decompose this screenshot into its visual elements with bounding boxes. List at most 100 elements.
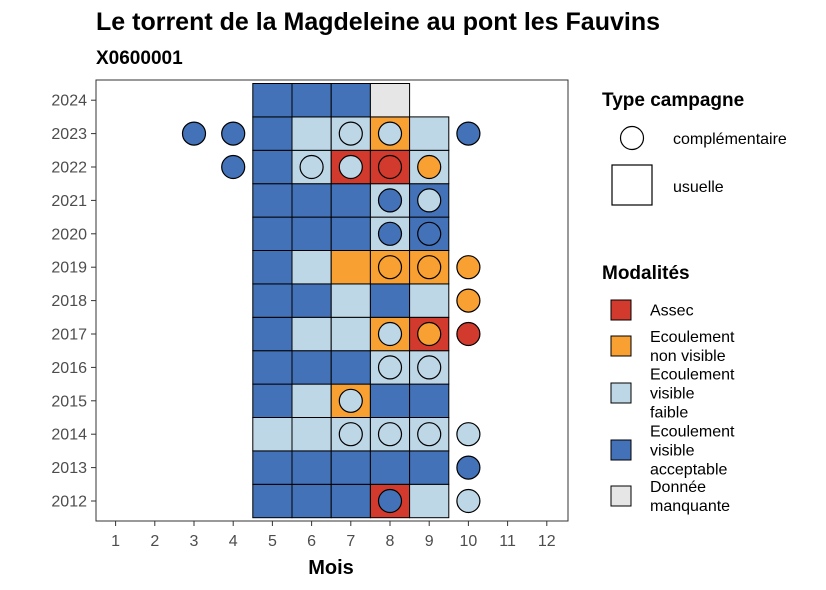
usual-cell [409,483,450,519]
complementary-point [377,422,403,447]
y-axis: 2012 2013 2014 2015 2016 2017 2018 2019 2020 2021… [51,93,96,511]
y-tick-label: 2019 [51,260,87,277]
usual-cell [291,83,332,118]
legend-modality-label: Ecoulement [650,329,735,346]
x-tick-label: 3 [190,533,199,550]
complementary-points-layer [181,121,481,514]
y-tick-label: 2014 [51,427,87,444]
legend-modality-label: Ecoulement [650,424,735,441]
legend-campaign-type-label: complémentaire [673,131,787,148]
usual-cell [252,450,293,485]
usual-cell [409,383,450,419]
usual-cell [369,383,411,419]
usual-cell [252,183,293,218]
y-tick-label: 2018 [51,293,87,310]
legend-campaign-type-label: usuelle [673,179,724,196]
chart-subtitle: X0600001 [96,48,183,69]
usual-cell [330,450,371,485]
complementary-point [338,388,363,413]
complementary-point [417,188,442,213]
legend-modalities: Modalités Assec Ecoulement non visible Ecou… [602,263,735,515]
legend-modality-label: visible [650,386,695,403]
usual-cell [330,183,371,218]
y-tick-label: 2021 [51,193,87,210]
x-tick-label: 10 [460,533,478,550]
y-tick-label: 2013 [51,460,87,477]
complementary-point [377,488,403,514]
usual-cell [330,216,371,252]
legend-modality-label: non visible [650,348,726,365]
complementary-point [456,121,481,146]
legend-modality-swatch [610,485,632,507]
complementary-point [377,255,403,280]
usual-cells-layer [252,83,450,519]
x-axis-title: Mois [308,557,354,579]
complementary-point [221,121,246,146]
complementary-point [417,154,442,180]
complementary-point [417,355,442,380]
usual-cell [252,283,293,318]
legend-modality-swatch [610,382,632,404]
usual-cell [330,283,371,318]
x-tick-label: 1 [111,533,120,550]
usual-cell [291,417,332,452]
usual-cell [291,116,332,151]
complementary-point [377,321,403,347]
complementary-point [299,154,324,180]
usual-cell [291,350,332,385]
usual-cell [330,483,371,519]
usual-cell [252,83,293,118]
complementary-point [377,121,403,146]
usual-cell [330,350,371,385]
usual-cell [291,483,332,519]
y-tick-label: 2012 [51,494,87,511]
usual-cell [291,216,332,252]
usual-cell [252,216,293,252]
y-tick-label: 2022 [51,160,87,177]
y-tick-label: 2024 [51,93,87,110]
legend-circle-symbol [619,125,645,151]
x-axis: 1 2 3 4 5 6 7 8 9 10 11 12 [111,521,556,550]
complementary-point [338,422,363,447]
usual-cell [291,450,332,485]
complementary-point [417,422,442,447]
usual-cell [252,383,293,419]
legend-modality-swatch [610,335,632,357]
usual-cell [409,450,450,485]
usual-cell [291,283,332,318]
complementary-point [377,221,403,246]
usual-cell [252,116,293,151]
complementary-point [456,255,481,280]
legend-modalities-title: Modalités [602,263,690,284]
complementary-point [377,188,403,213]
legend-modality-label: manquante [650,498,730,515]
usual-cell [252,483,293,519]
usual-cell [330,250,371,285]
complementary-point [456,422,481,447]
complementary-point [221,154,246,180]
usual-cell [252,350,293,385]
x-tick-label: 5 [268,533,277,550]
complementary-point [456,455,481,480]
complementary-point [417,255,442,280]
x-tick-label: 4 [229,533,238,550]
legend-modality-label: Donnée [650,479,706,496]
x-tick-label: 8 [386,533,395,550]
legend-square-symbol [611,164,653,206]
y-tick-label: 2015 [51,393,87,410]
usual-cell [291,383,332,419]
complementary-point [181,121,207,146]
complementary-point [377,355,403,380]
legend-modality-label: acceptable [650,462,727,479]
usual-cell [409,116,450,151]
x-tick-label: 7 [346,533,355,550]
x-tick-label: 9 [425,533,434,550]
legend-modality-swatch [610,439,632,461]
y-tick-label: 2016 [51,360,87,377]
chart-title: Le torrent de la Magdeleine au pont les … [96,8,660,36]
x-tick-label: 2 [150,533,159,550]
complementary-point [456,288,481,313]
usual-cell [369,283,411,318]
y-tick-label: 2020 [51,226,87,243]
